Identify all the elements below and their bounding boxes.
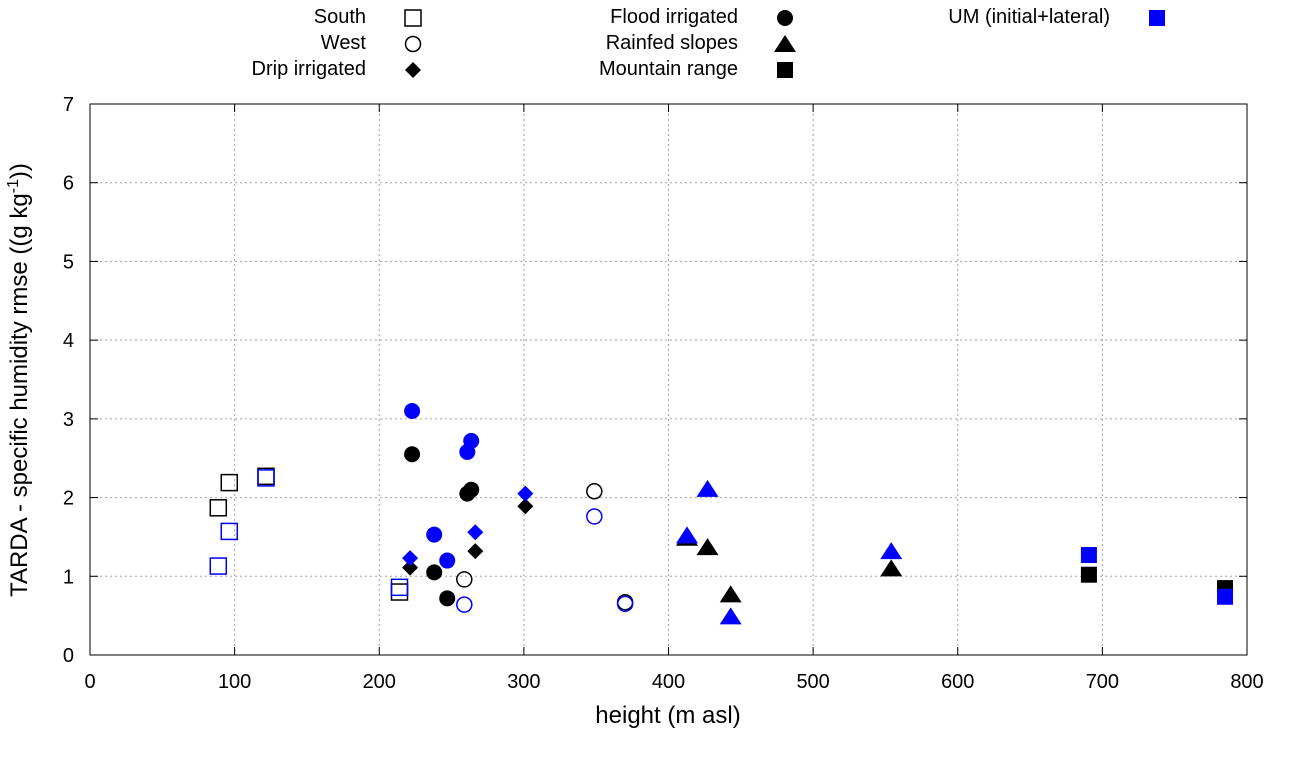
x-tick-label: 400: [652, 671, 685, 693]
legend-marker-triangle: [774, 35, 796, 52]
data-point-triangle: [880, 559, 903, 577]
data-point-open-square: [390, 583, 409, 601]
data-point-circle: [404, 446, 421, 463]
y-axis-label: TARDA - specific humidity rmse ((g kg-1)…: [5, 163, 33, 597]
data-point-circle: [404, 402, 421, 419]
data-point-diamond: [517, 498, 534, 515]
y-axis-label-end: )): [6, 163, 33, 179]
data-point-circle: [426, 526, 443, 543]
legend-label: Mountain range: [599, 58, 738, 80]
data-point-triangle: [676, 526, 699, 544]
data-point-open-square: [257, 469, 275, 487]
y-tick-label: 4: [63, 330, 74, 352]
x-tick-label: 700: [1086, 671, 1119, 693]
data-point-triangle: [880, 542, 903, 560]
data-point-circle: [439, 590, 456, 607]
axis-ticks: 0 100 200 300 400 500 600 700 800 0 1 2 3 4 5 6 7: [63, 94, 1264, 693]
data-point-open-square: [209, 557, 228, 575]
y-tick-label: 1: [63, 566, 74, 588]
legend-label: West: [321, 32, 367, 54]
x-tick-label: 600: [941, 671, 974, 693]
data-point-open-circle: [586, 508, 603, 525]
data-point-open-circle: [616, 595, 634, 613]
x-tick-label: 800: [1230, 671, 1263, 693]
data-point-open-square: [220, 522, 239, 541]
data-point-circle: [426, 564, 443, 581]
legend-marker-square: [1149, 10, 1165, 26]
x-tick-label: 200: [363, 671, 396, 693]
data-point-open-square: [390, 578, 409, 597]
legend-label: South: [314, 6, 366, 28]
data-point-triangle: [719, 607, 742, 625]
data-point-triangle: [696, 479, 719, 497]
y-tick-label: 5: [63, 251, 74, 273]
data-point-square: [1080, 566, 1097, 583]
x-tick-label: 0: [84, 671, 95, 693]
data-point-diamond: [517, 485, 534, 502]
y-axis-label-sup: -1: [5, 179, 22, 193]
data-point-open-square: [220, 473, 239, 492]
legend-marker-circle: [777, 10, 793, 26]
y-axis-label-main: TARDA - specific humidity rmse ((g kg: [6, 193, 33, 597]
legend-marker-diamond: [405, 62, 421, 78]
data-point-open-square: [257, 467, 275, 486]
data-point-open-square: [209, 499, 228, 517]
data-point-circle: [439, 552, 456, 569]
data-point-open-circle: [586, 483, 603, 500]
data-point-square: [1217, 588, 1234, 605]
x-tick-label: 100: [218, 671, 251, 693]
data-point-triangle: [696, 538, 719, 556]
x-axis-label: height (m asl): [595, 702, 740, 729]
y-tick-label: 6: [63, 173, 74, 195]
data-point-diamond: [467, 543, 484, 560]
legend-label: Flood irrigated: [610, 6, 738, 28]
legend-label: Rainfed slopes: [606, 32, 738, 54]
y-tick-label: 0: [63, 645, 74, 667]
data-point-circle: [459, 485, 476, 502]
y-tick-label: 2: [63, 488, 74, 510]
x-tick-label: 500: [796, 671, 829, 693]
data-point-open-circle: [456, 596, 473, 613]
data-point-diamond: [467, 524, 484, 541]
data-points: [209, 402, 1234, 625]
legend-marker-open-square: [404, 9, 422, 27]
data-point-diamond: [402, 559, 419, 576]
y-tick-label: 3: [63, 409, 74, 431]
data-point-open-circle: [456, 571, 473, 588]
legend-marker-square: [777, 62, 793, 78]
legend: South West Drip irrigated Flood irrigated Ra…: [252, 6, 1165, 80]
grid-lines: [90, 104, 1247, 655]
data-point-triangle: [719, 585, 742, 603]
legend-label: UM (initial+lateral): [948, 6, 1110, 28]
legend-marker-open-circle: [404, 35, 422, 53]
data-point-square: [1080, 547, 1097, 564]
legend-label: Drip irrigated: [252, 58, 366, 80]
y-tick-label: 7: [63, 94, 74, 116]
data-point-circle: [459, 443, 476, 460]
x-tick-label: 300: [507, 671, 540, 693]
data-point-diamond: [402, 550, 419, 567]
